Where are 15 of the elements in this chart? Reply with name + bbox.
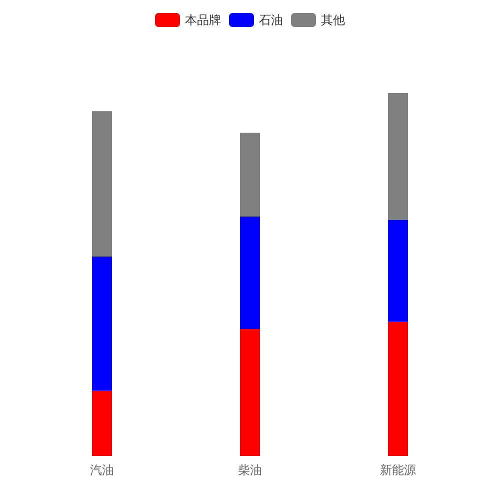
bar [240,132,260,216]
bar [240,328,260,456]
legend-label: 其他 [321,13,345,27]
bar [92,390,112,456]
x-tick-label: 新能源 [380,463,416,477]
bar [388,220,408,322]
bar [92,111,112,256]
bar [240,216,260,329]
legend-label: 石油 [259,13,283,27]
bar [92,256,112,391]
bar [388,93,408,220]
bar [388,322,408,456]
x-tick-label: 汽油 [90,463,114,477]
legend-label: 本品牌 [185,13,221,27]
x-tick-label: 柴油 [238,463,262,477]
